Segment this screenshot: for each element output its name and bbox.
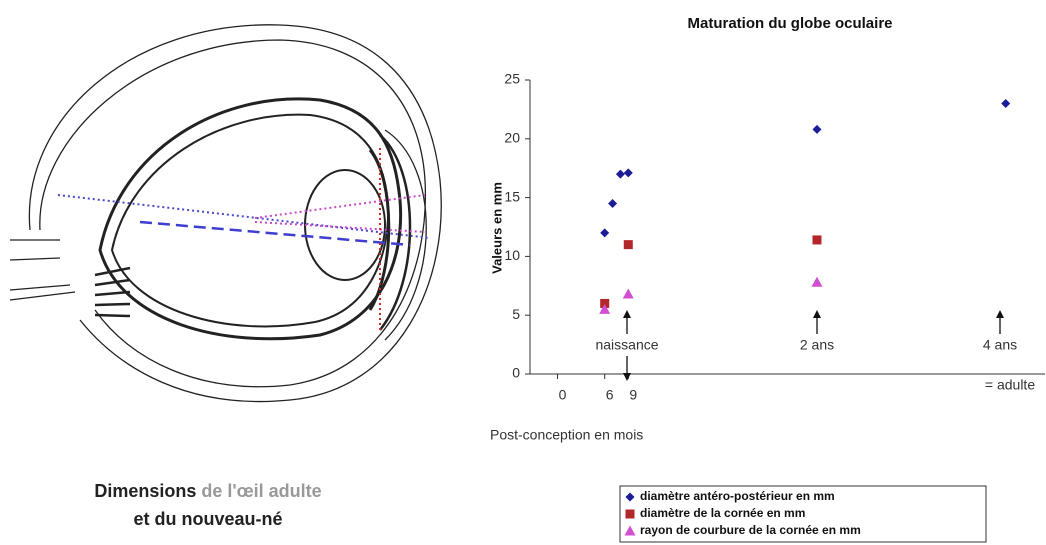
annotation: naissance bbox=[595, 337, 658, 353]
point bbox=[600, 228, 610, 238]
annotation: 4 ans bbox=[983, 337, 1017, 353]
point bbox=[812, 124, 822, 134]
y-tick-label: 15 bbox=[504, 188, 520, 204]
caption: Dimensions de l'œil adulte bbox=[94, 481, 321, 501]
legend-box bbox=[619, 485, 987, 543]
arrow-head bbox=[813, 310, 821, 318]
caption-bold: Dimensions bbox=[94, 481, 196, 501]
point bbox=[615, 169, 625, 179]
y-tick-label: 25 bbox=[504, 71, 520, 87]
annotation: 2 ans bbox=[800, 337, 834, 353]
point bbox=[608, 198, 618, 208]
y-tick-label: 20 bbox=[504, 130, 520, 146]
legend-label: diamètre antéro-postérieur en mm bbox=[640, 489, 835, 503]
point bbox=[811, 276, 823, 287]
point bbox=[624, 525, 636, 536]
point bbox=[622, 288, 634, 299]
arrow-head bbox=[623, 373, 631, 381]
x-tick-label: 9 bbox=[629, 387, 637, 403]
caption-gray: de l'œil adulte bbox=[201, 481, 321, 501]
y-tick-label: 5 bbox=[512, 306, 520, 322]
point bbox=[625, 492, 635, 502]
x-axis-label: Post-conception en mois bbox=[490, 427, 643, 443]
y-tick-label: 10 bbox=[504, 247, 520, 263]
point bbox=[600, 298, 610, 308]
arrow-head bbox=[623, 310, 631, 318]
point bbox=[625, 509, 635, 519]
caption-line: et du nouveau-né bbox=[133, 509, 282, 529]
plot: 0 5 10 15 20 25 0 6 9 naissance 2 ans 4 ans = adulte bbox=[504, 71, 1045, 403]
y-axis-label: Valeurs en mm bbox=[489, 182, 504, 274]
legend: diamètre antéro-postérieur en mm diamètre… bbox=[624, 489, 861, 537]
legend-label: diamètre de la cornée en mm bbox=[640, 506, 805, 520]
x-tick-label: 0 bbox=[559, 387, 567, 403]
annotation: = adulte bbox=[985, 377, 1035, 393]
point bbox=[623, 168, 633, 178]
chart-title: Maturation du globe oculaire bbox=[687, 15, 892, 32]
point bbox=[1001, 99, 1011, 109]
eye-diagram bbox=[9, 24, 442, 403]
legend-label: rayon de courbure de la cornée en mm bbox=[640, 523, 861, 537]
point bbox=[599, 303, 611, 314]
point bbox=[812, 235, 822, 245]
x-tick-label: 6 bbox=[606, 387, 614, 403]
arrow-head bbox=[996, 310, 1004, 318]
point bbox=[623, 240, 633, 250]
y-tick-label: 0 bbox=[512, 365, 520, 381]
